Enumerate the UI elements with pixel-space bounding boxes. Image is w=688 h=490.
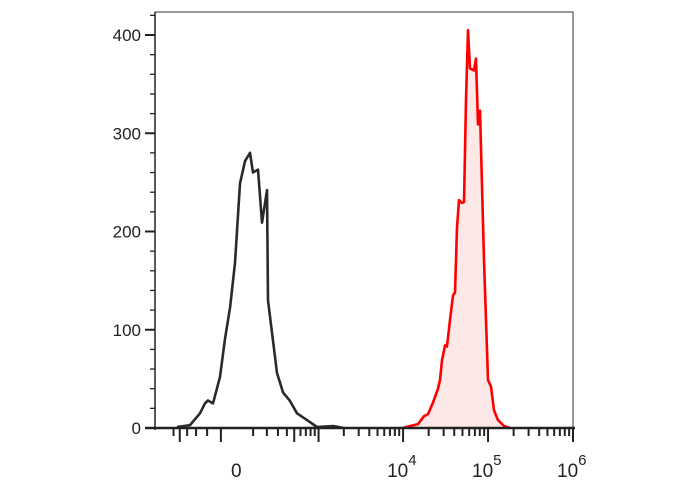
x-tick-exp: 5 bbox=[493, 452, 501, 469]
y-tick-label: 100 bbox=[113, 321, 141, 340]
y-tick-label: 300 bbox=[113, 124, 141, 143]
y-tick-label: 200 bbox=[113, 223, 141, 242]
x-tick-labels: 0 104 105 106 bbox=[231, 452, 586, 482]
x-tick-base: 0 bbox=[231, 461, 242, 482]
x-tick-label: 104 bbox=[387, 452, 416, 482]
x-tick-base: 10 bbox=[387, 461, 408, 482]
x-tick-base: 10 bbox=[472, 461, 493, 482]
plot-frame bbox=[154, 11, 574, 429]
y-tick-label: 400 bbox=[113, 26, 141, 45]
y-tick-labels: 0 100 200 300 400 bbox=[113, 26, 141, 438]
x-ticks bbox=[172, 428, 575, 442]
x-tick-exp: 4 bbox=[408, 452, 416, 469]
y-tick-label: 0 bbox=[132, 419, 141, 438]
series-line-1 bbox=[402, 28, 511, 430]
series-line-0 bbox=[176, 151, 345, 430]
x-tick-label: 105 bbox=[472, 452, 501, 482]
x-tick-exp: 6 bbox=[578, 452, 586, 469]
x-tick-label: 0 bbox=[231, 461, 242, 482]
y-ticks bbox=[145, 14, 155, 429]
series-layer bbox=[176, 28, 511, 430]
x-tick-base: 10 bbox=[557, 461, 578, 482]
series-fill-1 bbox=[403, 30, 510, 428]
x-tick-label: 106 bbox=[557, 452, 586, 482]
